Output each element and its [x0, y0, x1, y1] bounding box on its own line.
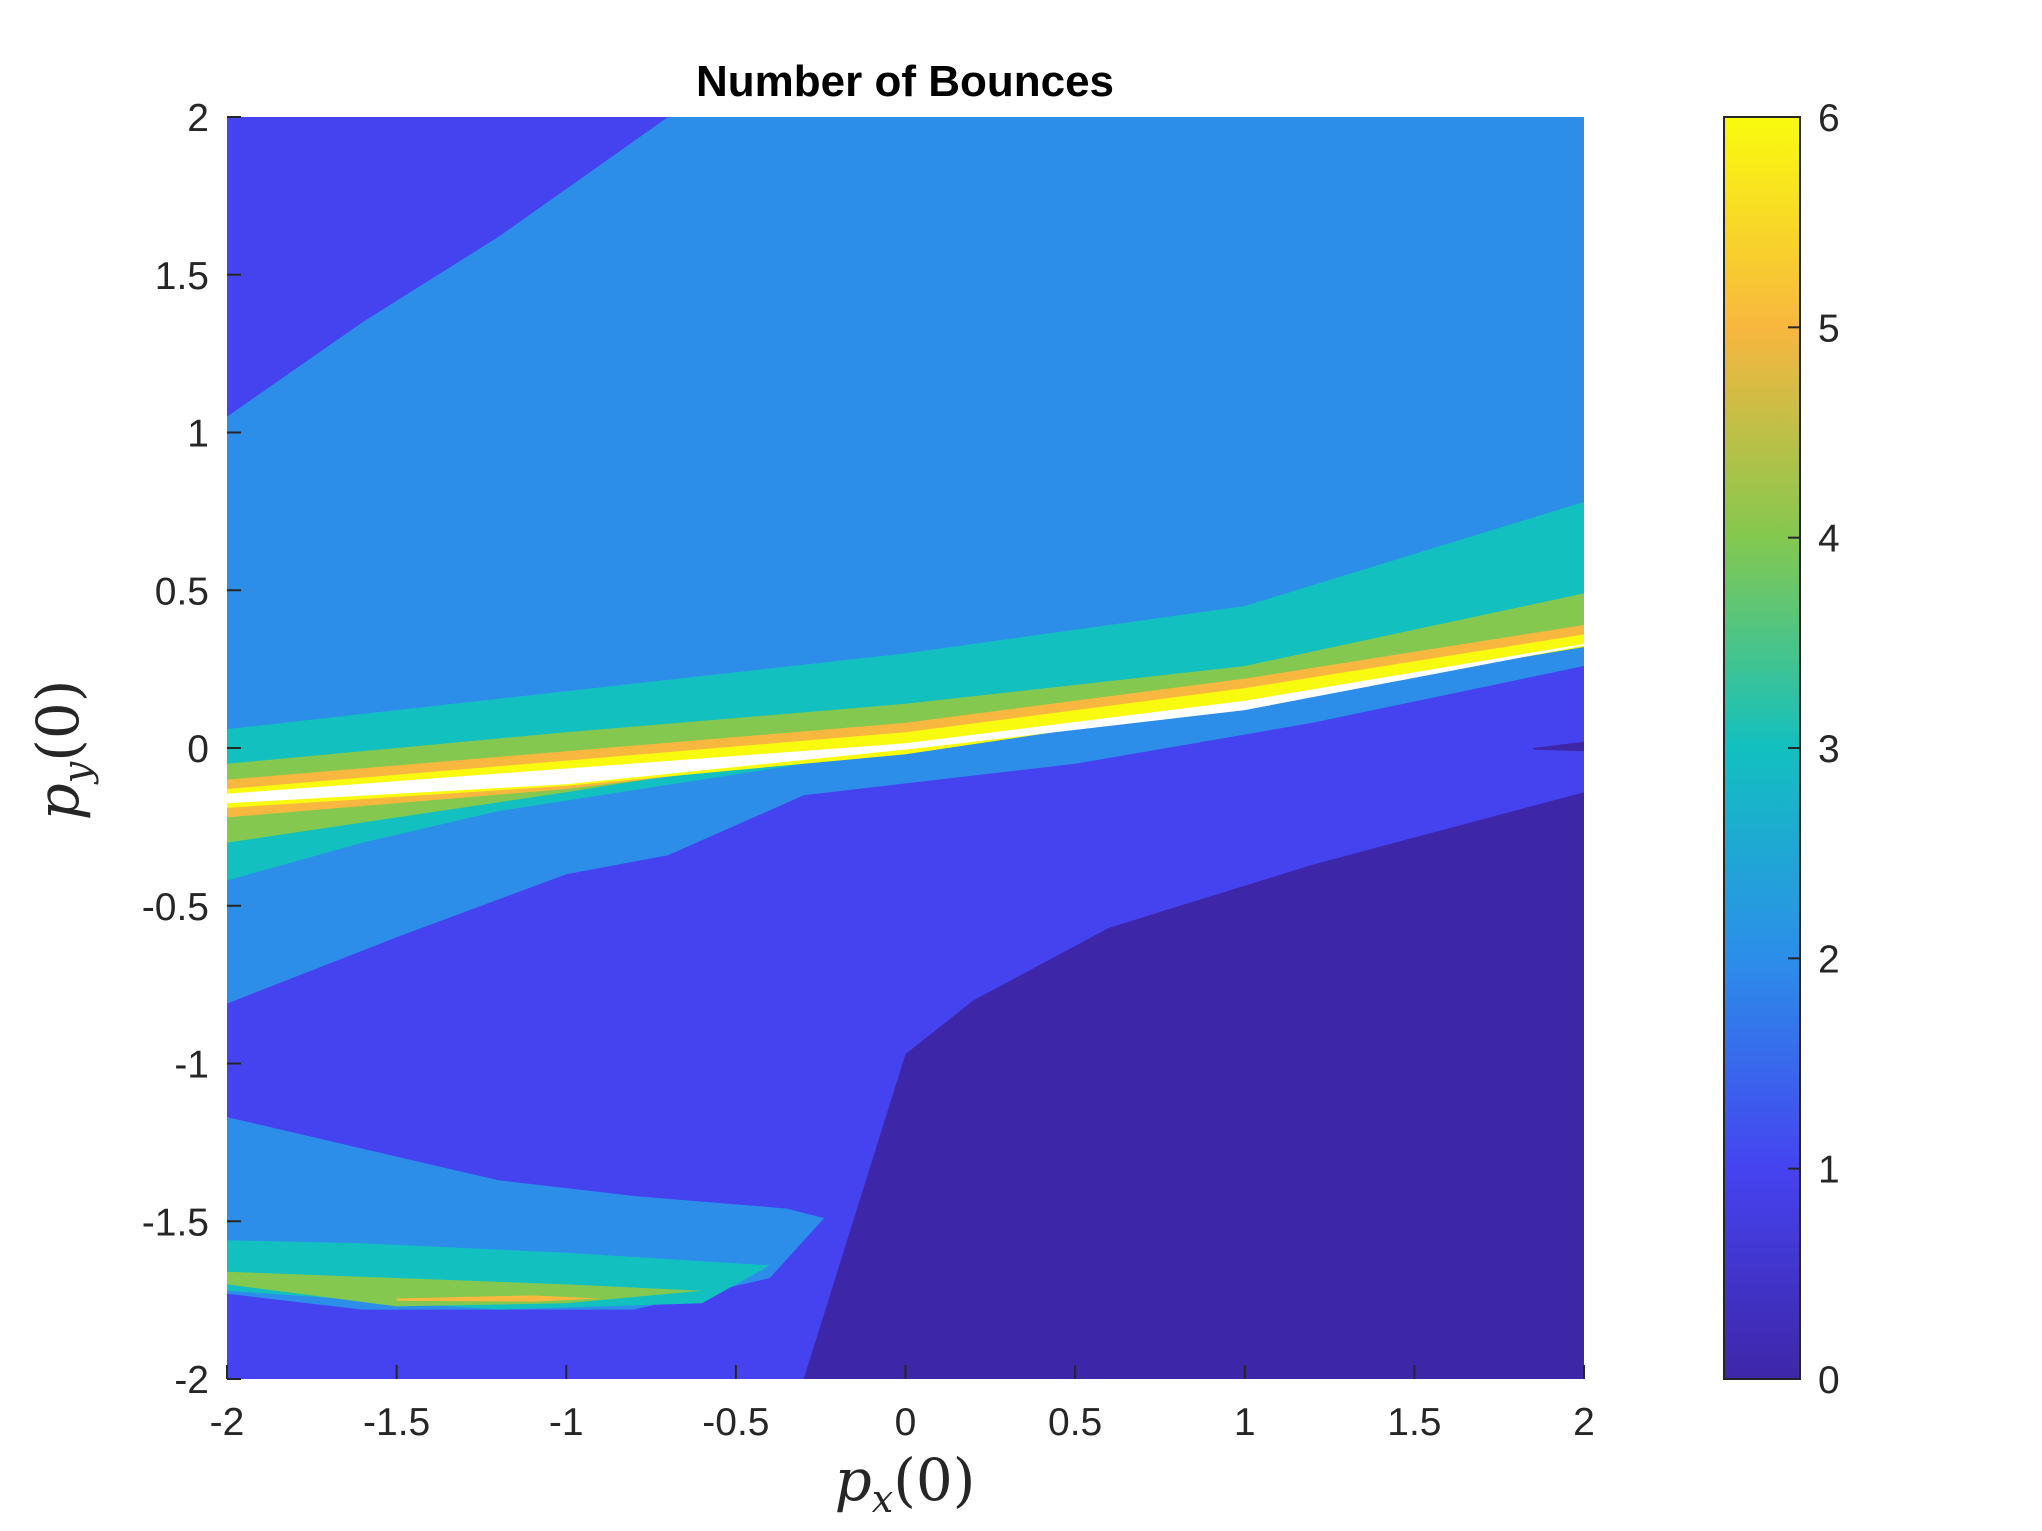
y-tick-label: -0.5: [142, 886, 209, 929]
colorbar-tick-label: 0: [1818, 1359, 1840, 1402]
region-level-0-12: [1533, 741, 1584, 752]
colorbar-tick-label: 3: [1818, 728, 1840, 771]
heatmap-regions: [227, 117, 1584, 1379]
y-axis-label-arg: (0): [24, 680, 92, 762]
x-axis-label-base: p: [835, 1446, 872, 1514]
x-axis-ticks: -2 -1.5 -1 -0.5 0 0.5 1 1.5 2: [210, 1365, 1595, 1444]
x-axis-label-sub: x: [872, 1477, 893, 1521]
x-axis-label: px(0): [835, 1446, 976, 1521]
x-tick-label: -2: [210, 1401, 245, 1444]
x-tick-label: 0: [895, 1401, 917, 1444]
colorbar-tick-label: 5: [1818, 307, 1840, 350]
colorbar: [1723, 116, 1801, 1380]
x-tick-label: 2: [1573, 1401, 1595, 1444]
region-level-1-1: [227, 117, 668, 417]
x-tick-label: 1: [1234, 1401, 1256, 1444]
x-tick-label: -1: [549, 1401, 584, 1444]
region-level-0-7: [803, 792, 1584, 1379]
x-tick-label: -1.5: [363, 1401, 430, 1444]
chart-title: Number of Bounces: [696, 57, 1114, 106]
colorbar-tick-label: 1: [1818, 1149, 1840, 1192]
colorbar-tick-label: 4: [1818, 518, 1840, 561]
y-tick-label: -1: [174, 1044, 209, 1087]
y-axis-label-sub: y: [55, 761, 99, 785]
y-tick-label: 1: [187, 413, 209, 456]
y-tick-label: -1.5: [142, 1201, 209, 1244]
x-axis-label-arg: (0): [893, 1446, 975, 1514]
colorbar-ticks: 0 1 2 3 4 5 6: [1788, 97, 1840, 1402]
y-tick-label: -2: [174, 1359, 209, 1402]
x-tick-label: 1.5: [1387, 1401, 1441, 1444]
x-tick-label: -0.5: [702, 1401, 769, 1444]
x-tick-label: 0.5: [1048, 1401, 1102, 1444]
y-axis-label-base: p: [24, 783, 92, 820]
colorbar-tick-label: 6: [1818, 97, 1840, 140]
y-axis-ticks: -2 -1.5 -1 -0.5 0 0.5 1 1.5 2: [142, 97, 241, 1402]
y-tick-label: 2: [187, 97, 209, 140]
region-undefined: [227, 643, 1584, 804]
region-level-4-5: [227, 1271, 702, 1307]
region-level-5-6: [396, 1295, 601, 1302]
colorbar-tick-label: 2: [1818, 938, 1840, 981]
region-level-6-11: [227, 634, 1584, 808]
y-tick-label: 1.5: [155, 255, 209, 298]
y-tick-label: 0: [187, 728, 209, 771]
y-axis-label: py(0): [24, 680, 99, 821]
y-tick-label: 0.5: [155, 570, 209, 613]
